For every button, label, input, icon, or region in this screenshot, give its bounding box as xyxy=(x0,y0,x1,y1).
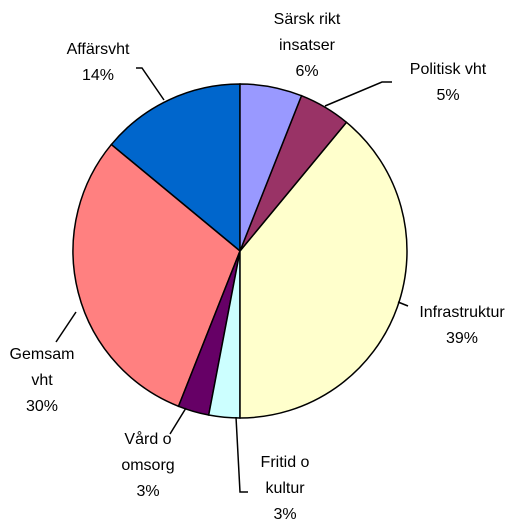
slice-label: Fritid o kultur 3% xyxy=(245,450,325,527)
value-label: 6% xyxy=(295,63,319,80)
value-label: 39% xyxy=(445,330,479,347)
leader-line xyxy=(136,67,165,101)
category-label: Fritid o kultur xyxy=(260,454,310,497)
leader-line xyxy=(235,416,248,493)
slice-label: Affärsvht 14% xyxy=(48,37,148,89)
slice-label: Gemsam vht 30% xyxy=(2,342,82,420)
leader-lines xyxy=(55,67,409,493)
category-label: Gemsam vht xyxy=(9,346,75,389)
category-label: Särsk rikt insatser xyxy=(273,11,341,54)
pie-slice xyxy=(239,83,303,252)
slice-label: Särsk rikt insatser 6% xyxy=(252,7,362,85)
value-label: 5% xyxy=(436,87,460,104)
slice-label: Infrastruktur 39% xyxy=(397,300,520,352)
slice-label: Vård o omsorg 3% xyxy=(108,427,188,505)
value-label: 3% xyxy=(136,483,160,500)
pie-slice xyxy=(72,143,241,408)
category-label: Politisk vht xyxy=(409,61,487,78)
leader-line xyxy=(324,81,392,107)
pie-slice xyxy=(239,121,408,419)
leader-line xyxy=(397,301,409,307)
leader-line xyxy=(169,407,187,435)
leader-line xyxy=(55,311,77,343)
value-label: 30% xyxy=(25,398,59,415)
value-label: 14% xyxy=(81,67,115,84)
category-label: Vård o omsorg xyxy=(121,431,175,474)
value-label: 3% xyxy=(273,506,297,523)
slice-label: Politisk vht 5% xyxy=(388,57,508,109)
pie-slice xyxy=(110,83,241,253)
category-label: Infrastruktur xyxy=(419,304,505,321)
category-label: Affärsvht xyxy=(66,41,130,58)
